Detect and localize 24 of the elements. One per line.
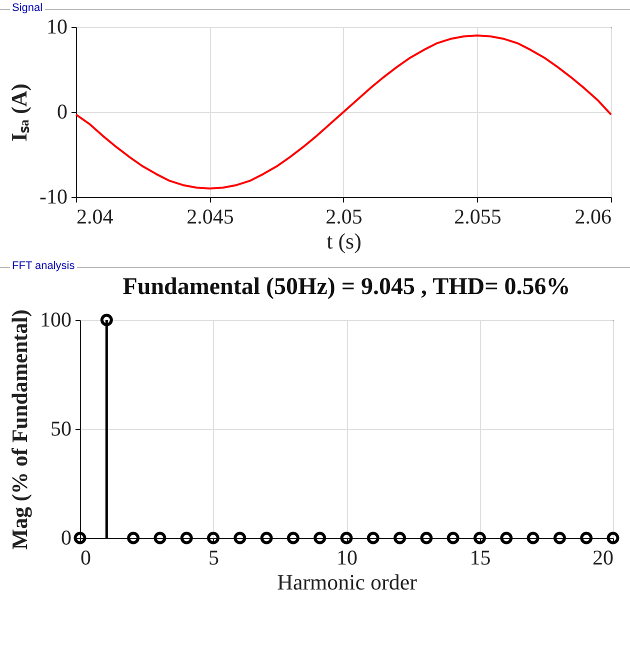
x-tick-label: 2.05: [326, 204, 362, 228]
chart-title: Fundamental (50Hz) = 9.045 , THD= 0.56%: [122, 274, 570, 300]
x-axis-title: Harmonic order: [277, 570, 418, 594]
y-axis-title: Iₛₐ (A): [6, 83, 32, 142]
text: Signal: [10, 2, 45, 14]
y-tick-label: 0: [57, 100, 68, 124]
line-series: [75, 34, 612, 190]
x-tick-label: 2.04: [76, 204, 114, 228]
y-tick-label: 50: [50, 416, 72, 440]
x-tick-label: 2.055: [454, 204, 502, 228]
y-axis-title: Mag (% of Fundamental): [7, 309, 32, 550]
x-tick-label: 2.06: [574, 204, 612, 228]
x-axis-title: t (s): [326, 228, 362, 254]
y-tick-label: -10: [40, 184, 68, 208]
x-tick-label: 15: [470, 546, 491, 570]
x-tick-label: 0: [80, 546, 91, 570]
y-tick-label: 0: [61, 526, 72, 550]
x-tick-label: 2.045: [186, 204, 234, 228]
x-tick-label: 5: [208, 546, 219, 570]
x-tick-label: 10: [336, 546, 358, 570]
y-tick-label: 10: [46, 14, 68, 38]
x-tick-label: 20: [592, 546, 614, 570]
text: FFT analysis: [10, 260, 77, 272]
y-tick-label: 100: [40, 308, 72, 332]
